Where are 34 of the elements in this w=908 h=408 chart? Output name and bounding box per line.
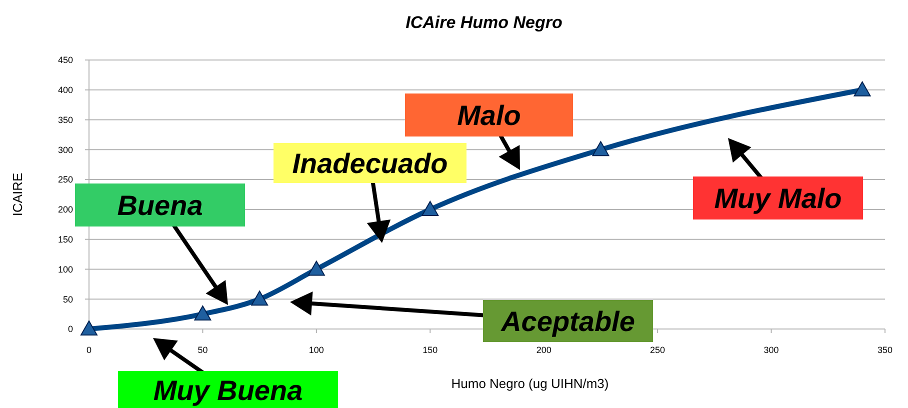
x-tick-label: 200 <box>536 345 552 355</box>
point <box>854 81 871 96</box>
point <box>80 320 98 336</box>
y-axis-title: ICAIRE <box>10 172 25 216</box>
annotation: Inadecuado <box>292 148 448 179</box>
x-tick-label: 50 <box>198 345 208 355</box>
x-tick-label: 150 <box>422 345 438 355</box>
annotation: Muy Malo <box>714 182 842 214</box>
y-tick-label: 250 <box>58 174 73 185</box>
y-tick-label: 100 <box>58 264 73 274</box>
y-tick-label: 150 <box>58 234 73 244</box>
annotation: Aceptable <box>500 306 635 337</box>
y-tick-label: 0 <box>68 324 73 334</box>
point <box>251 290 268 306</box>
annotation: Buena <box>117 190 203 221</box>
x-tick-label: 350 <box>877 345 893 355</box>
x-tick-label: 250 <box>650 345 666 355</box>
y-tick-label: 200 <box>58 204 73 215</box>
y-tick-label: 50 <box>62 294 73 304</box>
point <box>194 306 212 321</box>
y-tick-label: 450 <box>58 55 73 66</box>
y-tick-label: 300 <box>58 144 73 155</box>
annotation: Malo <box>457 100 521 131</box>
chart-title: ICAire Humo Negro <box>406 13 562 32</box>
x-tick-label: 300 <box>764 345 779 355</box>
point <box>422 200 439 216</box>
text: Muy Buena <box>153 374 303 406</box>
point <box>592 141 610 156</box>
point <box>308 260 325 276</box>
x-tick-label: 100 <box>308 345 324 355</box>
x-tick-label: 0 <box>86 345 92 355</box>
y-tick-label: 350 <box>58 114 73 125</box>
y-tick-label: 400 <box>58 85 73 96</box>
x-axis-title: Humo Negro (ug UIHN/m3) <box>451 376 609 391</box>
